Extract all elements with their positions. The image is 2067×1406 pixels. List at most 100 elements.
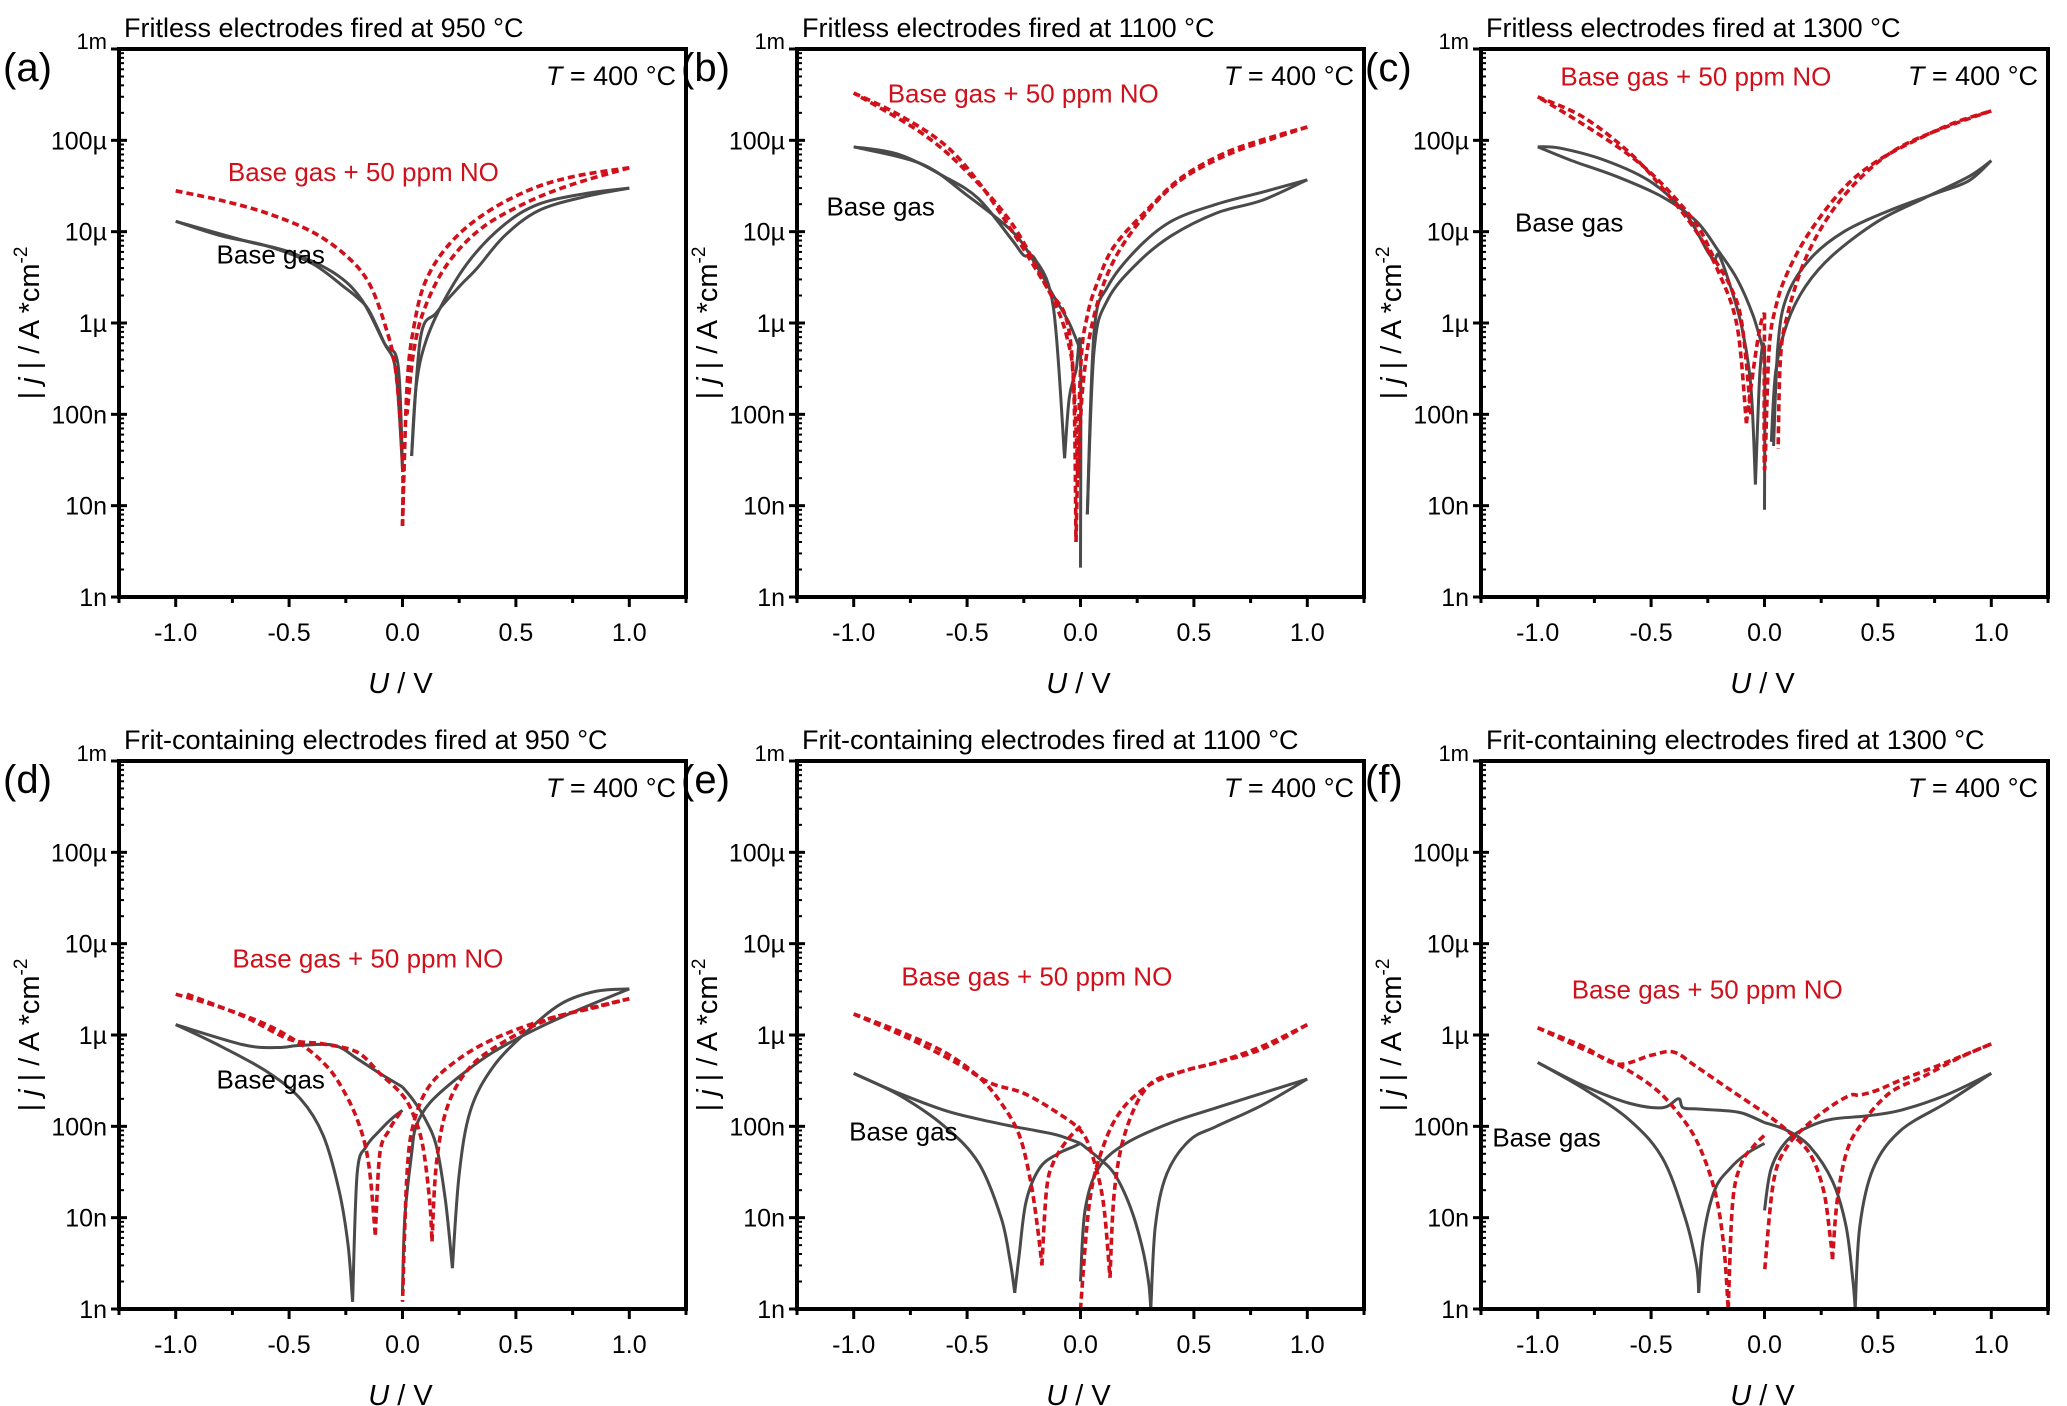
y-tick-label: 10n xyxy=(743,493,785,521)
series-base-gas-no-branch xyxy=(1536,95,1753,415)
panel-label: (b) xyxy=(681,46,730,90)
series-base-gas-branch xyxy=(1853,1072,1993,1309)
panel-title: Frit-containing electrodes fired at 950 … xyxy=(124,725,608,755)
y-tick-label: 1µ xyxy=(757,310,785,338)
panel-e: Frit-containing electrodes fired at 1100… xyxy=(681,725,1366,1406)
series-label-base-gas-no: Base gas + 50 ppm NO xyxy=(1560,61,1831,91)
series-label-base-gas: Base gas xyxy=(217,239,325,269)
panel-c: Fritless electrodes fired at 1300 °C (c) 1… xyxy=(1365,13,2050,700)
y-tick-label: 100µ xyxy=(729,839,785,867)
series-base-gas-branch xyxy=(351,1109,404,1302)
x-tick-label: 0.0 xyxy=(385,619,420,647)
series-base-gas-branch xyxy=(1149,1077,1309,1309)
series-base-gas-no-branch xyxy=(1078,1023,1309,1309)
temperature-annotation: T = 400 °C xyxy=(1908,61,2038,91)
series-base-gas-branch xyxy=(401,987,630,1293)
series-label-base-gas: Base gas xyxy=(849,1116,957,1146)
temperature-annotation: T = 400 °C xyxy=(1908,773,2038,803)
y-tick-label: 100µ xyxy=(51,839,107,867)
series-label-base-gas: Base gas xyxy=(1492,1123,1600,1153)
temperature-annotation: T = 400 °C xyxy=(546,61,676,91)
series-base-gas-branch xyxy=(1764,1121,1857,1309)
y-tick-label: 10µ xyxy=(1427,931,1469,959)
series-base-gas-no-branch xyxy=(400,996,630,1302)
x-tick-label: 1.0 xyxy=(612,619,647,647)
series-base-gas-branch xyxy=(1063,337,1083,568)
panel-title: Fritless electrodes fired at 1100 °C xyxy=(802,13,1214,43)
x-tick-label: -1.0 xyxy=(154,1331,197,1359)
y-axis-label: | j | / A *cm-2 xyxy=(11,959,46,1112)
panel-title: Fritless electrodes fired at 950 °C xyxy=(124,13,523,43)
plot-frame xyxy=(795,759,1366,1311)
series-base-gas-branch xyxy=(1537,1061,1766,1124)
panel-title: Frit-containing electrodes fired at 1300… xyxy=(1486,725,1985,755)
series-base-gas-no-branch xyxy=(1726,1133,1766,1309)
x-tick-label: 0.5 xyxy=(499,619,534,647)
x-axis-label: U / V xyxy=(1046,668,1111,700)
y-tick-label: 1n xyxy=(79,584,107,612)
series-base-gas-no-branch xyxy=(373,1109,404,1235)
plot-frame xyxy=(117,759,688,1311)
series-base-gas-no-branch xyxy=(853,1012,1044,1266)
series-base-gas-no-branch xyxy=(1536,1026,1730,1309)
panel-title: Fritless electrodes fired at 1300 °C xyxy=(1486,13,1900,43)
y-tick-label: 100µ xyxy=(1413,839,1469,867)
y-axis-label: | j | / A *cm-2 xyxy=(689,959,724,1112)
series-base-gas-branch xyxy=(1079,1077,1308,1282)
x-tick-label: 0.0 xyxy=(1747,1331,1782,1359)
series-label-base-gas: Base gas xyxy=(826,192,934,222)
y-tick-label: 1µ xyxy=(1441,1022,1469,1050)
series-label-base-gas-no: Base gas + 50 ppm NO xyxy=(232,943,503,973)
y-tick-label: 100µ xyxy=(729,127,785,155)
series-base-gas-branch xyxy=(853,145,1082,352)
x-tick-label: -0.5 xyxy=(268,619,311,647)
x-tick-label: -1.0 xyxy=(1516,1331,1559,1359)
x-axis-label: U / V xyxy=(368,668,433,700)
x-tick-label: -0.5 xyxy=(268,1331,311,1359)
y-axis-label: | j | / A *cm-2 xyxy=(1373,247,1408,400)
y-tick-label: 100n xyxy=(729,1113,785,1141)
series-base-gas-branch xyxy=(1013,1142,1082,1294)
panel-label: (a) xyxy=(3,46,52,90)
series-base-gas-no-branch xyxy=(1830,1042,1992,1260)
series-label-base-gas-no: Base gas + 50 ppm NO xyxy=(228,157,499,187)
y-tick-label: 1m xyxy=(754,741,785,766)
panel-label: (f) xyxy=(1365,758,1403,802)
x-axis-label: U / V xyxy=(1046,1380,1111,1406)
series-base-gas-no-branch xyxy=(852,91,1080,479)
panel-a: Fritless electrodes fired at 950 °C (a) 1n… xyxy=(3,13,688,700)
panel-d: Frit-containing electrodes fired at 950 … xyxy=(3,725,688,1406)
panel-label: (c) xyxy=(1365,46,1412,90)
y-tick-label: 1µ xyxy=(79,310,107,338)
x-tick-label: -1.0 xyxy=(832,1331,875,1359)
y-axis-label: | j | / A *cm-2 xyxy=(1373,959,1408,1112)
x-tick-label: 0.0 xyxy=(385,1331,420,1359)
x-tick-label: 1.0 xyxy=(1290,619,1325,647)
y-tick-label: 1m xyxy=(76,741,107,766)
y-tick-label: 1µ xyxy=(1441,310,1469,338)
y-tick-label: 10µ xyxy=(65,931,107,959)
y-tick-label: 1n xyxy=(1441,1296,1469,1324)
x-tick-label: 1.0 xyxy=(1290,1331,1325,1359)
x-tick-label: 0.0 xyxy=(1063,619,1098,647)
y-axis-label: | j | / A *cm-2 xyxy=(11,247,46,400)
x-tick-label: 0.5 xyxy=(1861,619,1896,647)
series-base-gas-branch xyxy=(175,219,404,468)
series-base-gas-no-branch xyxy=(400,166,630,526)
y-tick-label: 100n xyxy=(729,401,785,429)
series-base-gas-branch xyxy=(1763,1072,1992,1211)
series-base-gas-no-branch xyxy=(1074,125,1308,543)
panel-label: (e) xyxy=(681,758,730,802)
panel-label: (d) xyxy=(3,758,52,802)
y-tick-label: 1m xyxy=(1438,741,1469,766)
plot-frame xyxy=(795,47,1366,599)
y-tick-label: 1m xyxy=(754,29,785,54)
series-base-gas-branch xyxy=(401,1085,454,1269)
series-label-base-gas-no: Base gas + 50 ppm NO xyxy=(901,961,1172,991)
y-tick-label: 1n xyxy=(757,1296,785,1324)
y-tick-label: 10n xyxy=(743,1205,785,1233)
series-base-gas-branch xyxy=(1079,1142,1153,1309)
y-tick-label: 10µ xyxy=(65,219,107,247)
plot-frame xyxy=(117,47,688,599)
